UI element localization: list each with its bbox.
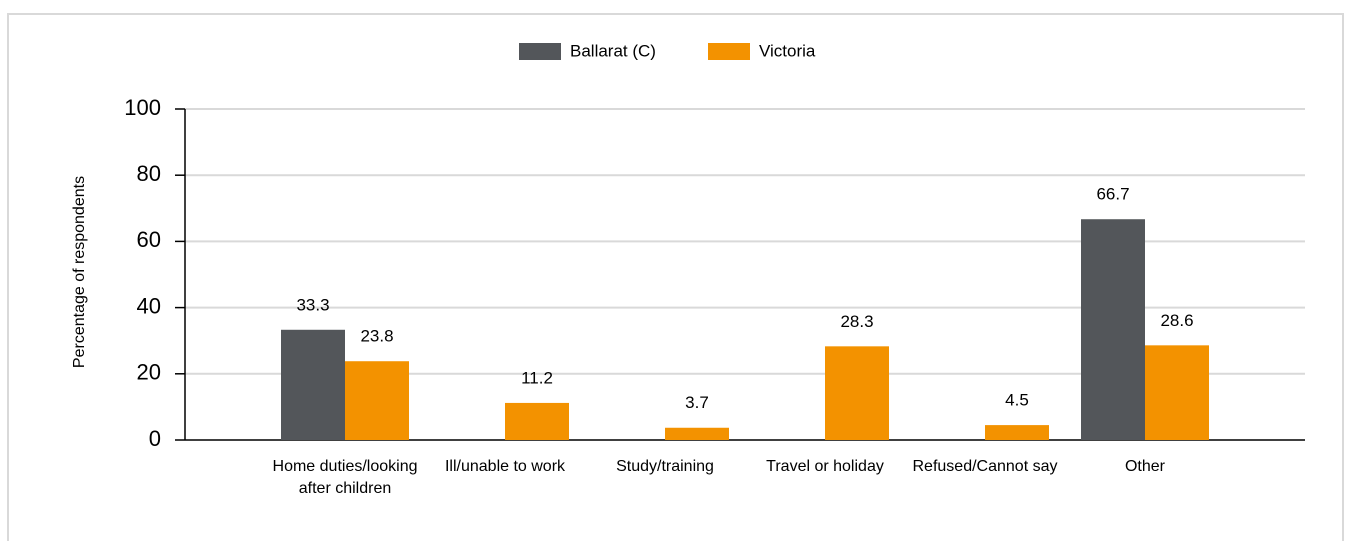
x-tick-label: Home duties/looking after children [272,458,418,497]
y-tick-label: 100 [124,95,161,120]
x-tick-label: Refused/Cannot say [912,458,1058,475]
bar [345,361,409,440]
y-tick-label: 60 [137,227,161,252]
x-tick-label: Study/training [616,458,714,475]
bar [665,427,729,440]
bar [505,402,569,440]
value-label: 33.3 [296,295,329,314]
bar [985,425,1049,440]
legend-swatch [519,43,561,60]
value-label: 11.2 [521,368,553,387]
value-label: 4.5 [1005,391,1029,410]
value-label: 28.6 [1160,311,1193,330]
bar [1145,345,1209,440]
value-label: 28.3 [840,312,873,331]
legend-label: Ballarat (C) [570,41,656,60]
bar [1081,219,1145,440]
frame [7,13,1344,541]
y-tick-label: 40 [137,293,161,318]
value-label: 66.7 [1096,185,1129,204]
legend-label: Victoria [759,41,816,60]
x-tick-label: Travel or holiday [766,458,884,475]
x-tick-label: Ill/unable to work [444,458,566,475]
bar [281,329,345,440]
value-label: 3.7 [685,393,709,412]
y-axis-label: Percentage of respondents [71,176,88,368]
y-tick-label: 0 [149,426,161,451]
value-label: 23.8 [360,327,393,346]
legend-swatch [708,43,750,60]
x-tick-label: Other [1124,458,1165,475]
y-tick-label: 80 [137,161,161,186]
y-tick-label: 20 [137,360,161,385]
bar [825,346,889,440]
